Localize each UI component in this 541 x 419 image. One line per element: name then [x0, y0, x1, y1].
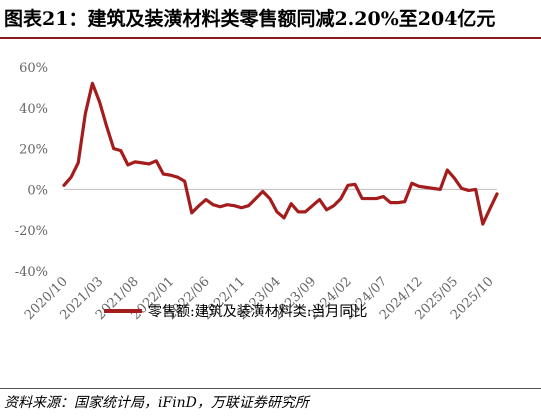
legend-label: 零售额:建筑及装潢材料类:当月同比 — [148, 304, 367, 320]
source-divider — [0, 388, 541, 389]
y-tick-label: 40% — [19, 102, 48, 117]
y-tick-label: 20% — [19, 143, 48, 158]
y-tick-label: 60% — [19, 61, 48, 76]
legend: 零售额:建筑及装潢材料类:当月同比 — [104, 304, 367, 320]
page-title: 图表21：建筑及装潢材料类零售额同减2.20%至204亿元 — [4, 8, 496, 30]
series-line — [62, 81, 499, 226]
y-tick-label: 0% — [27, 183, 48, 198]
title-divider — [0, 37, 541, 39]
y-axis-ticks: 60% 40% 20% 0% -20% -40% — [15, 61, 48, 280]
source-note: 资料来源：国家统计局，iFinD，万联证券研究所 — [4, 395, 309, 411]
line-chart: 60%40%20%0%-20%-40% 2020/102021/032021/0… — [15, 61, 499, 323]
y-tick-label: -40% — [15, 265, 48, 280]
y-tick-label: -20% — [15, 224, 48, 239]
